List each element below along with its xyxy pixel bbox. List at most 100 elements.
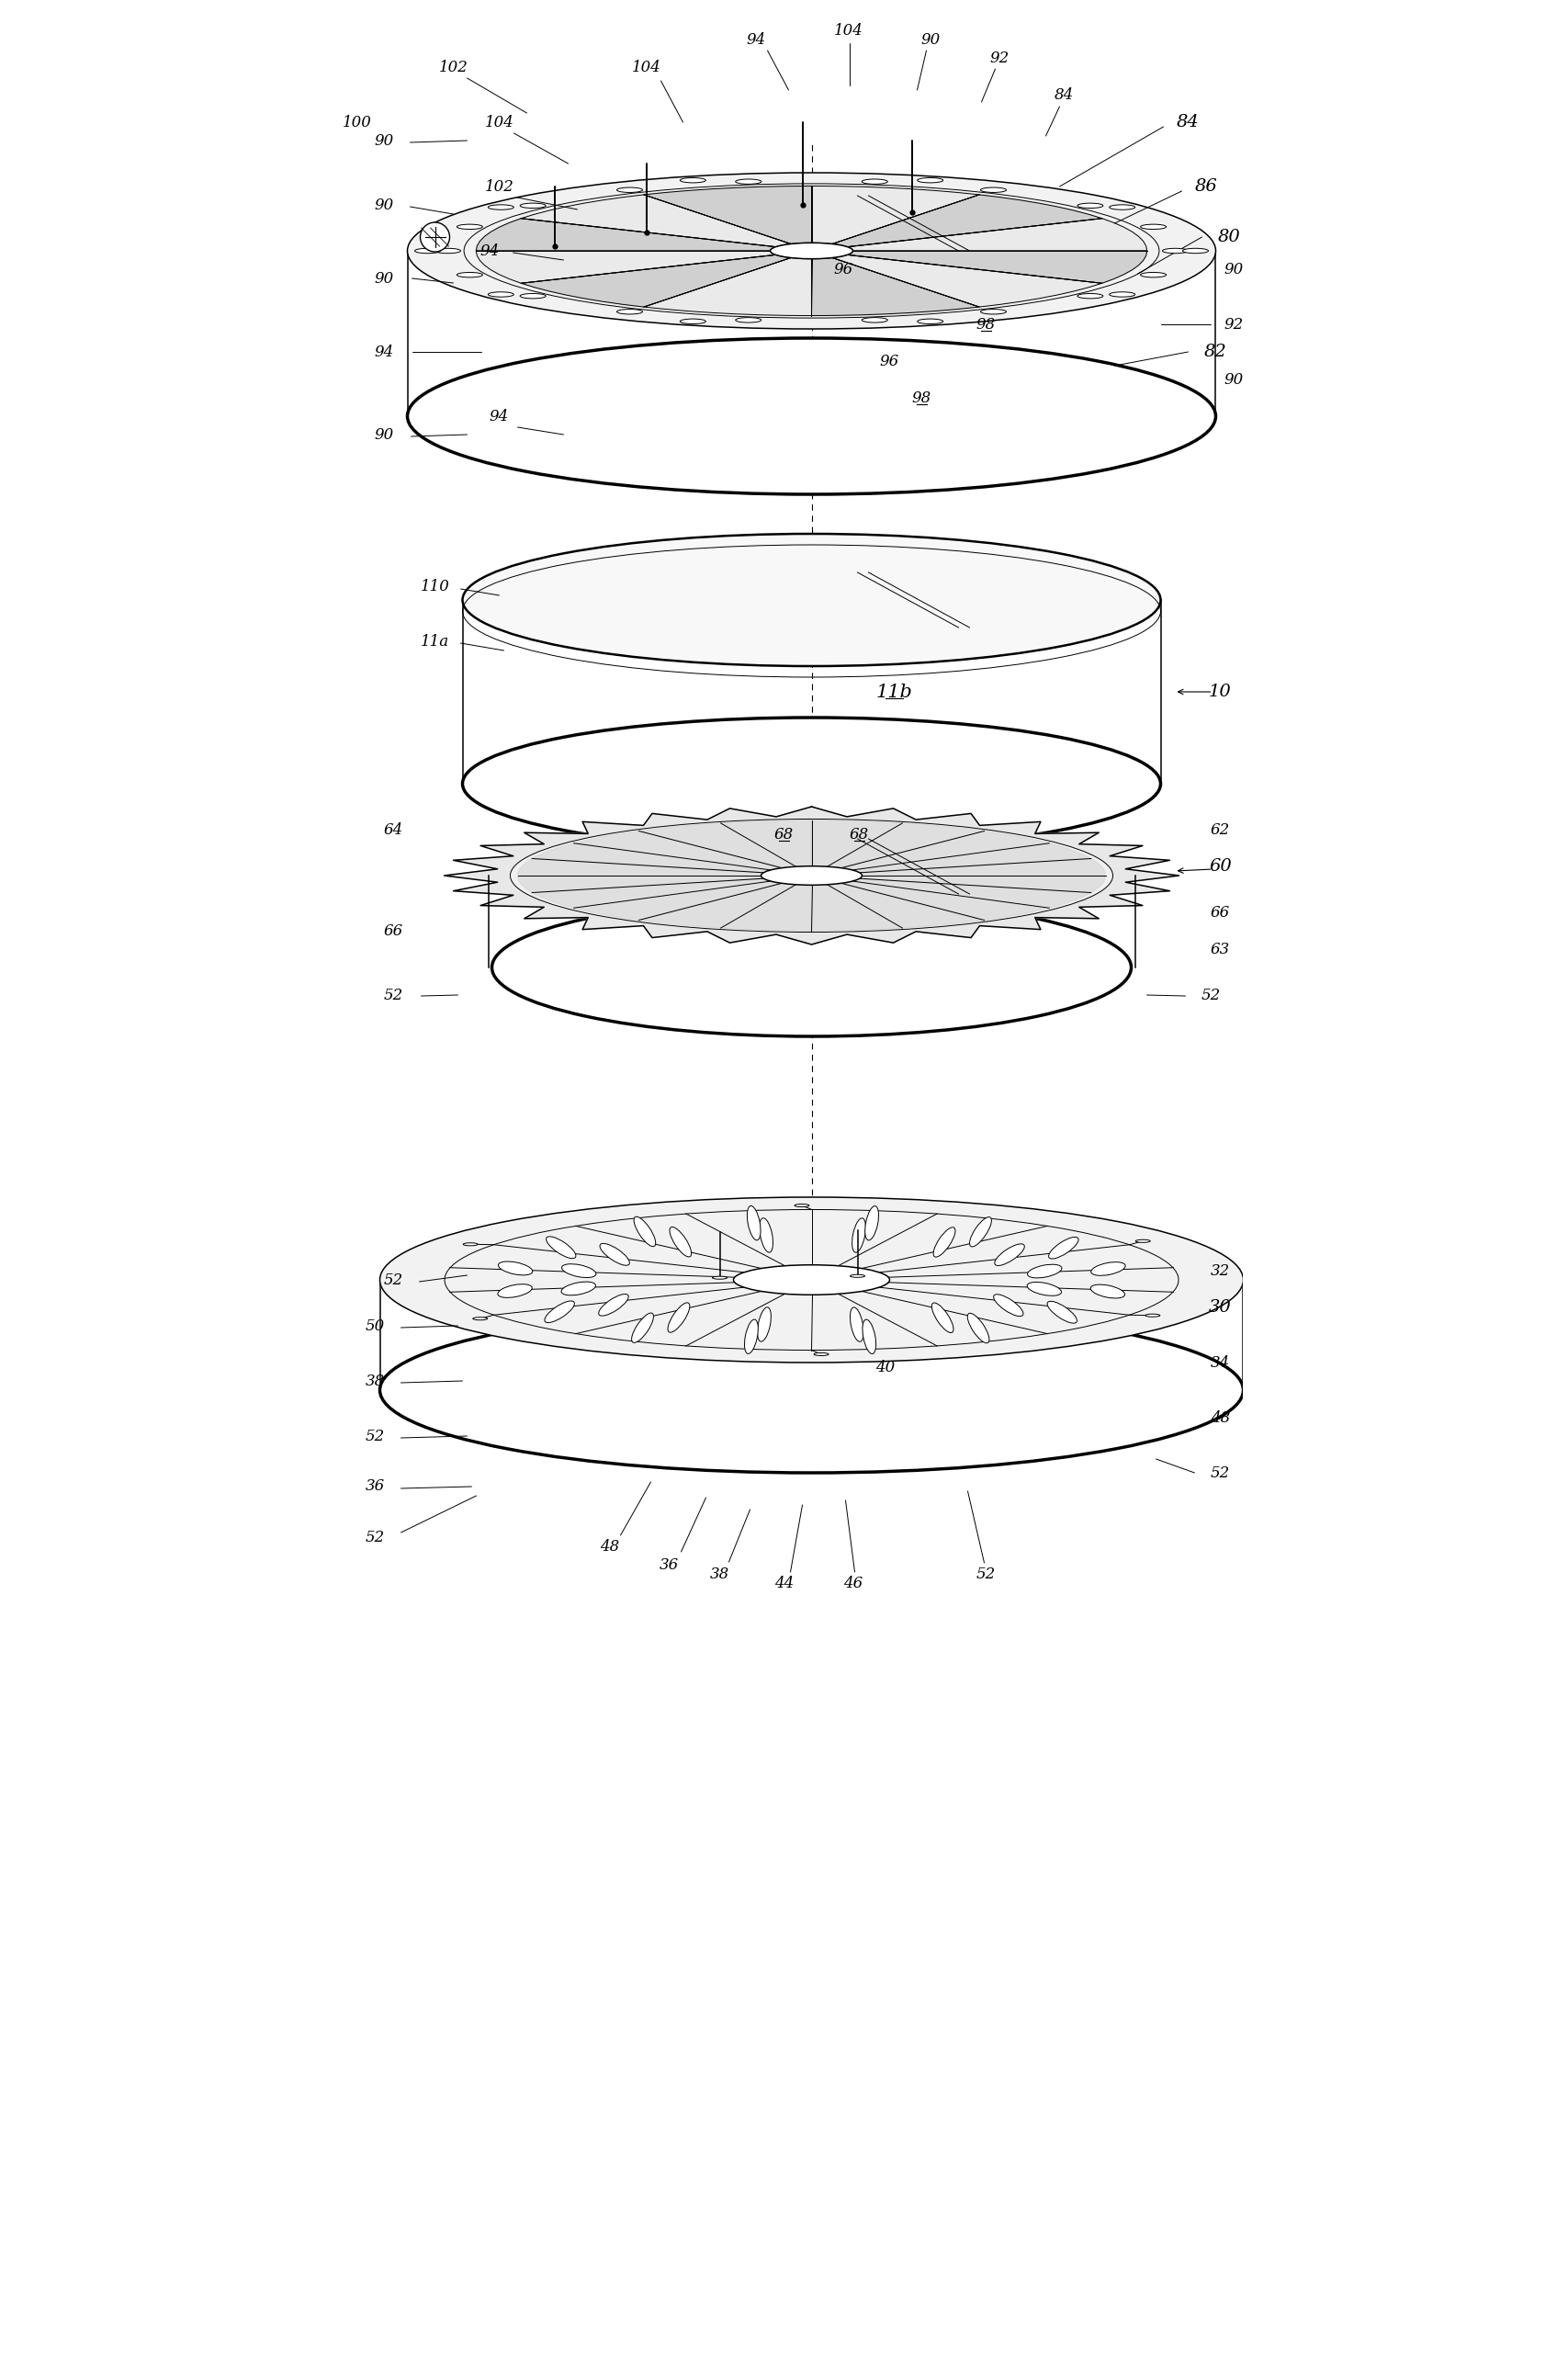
Text: 94: 94 xyxy=(480,243,500,258)
Ellipse shape xyxy=(1109,291,1135,298)
Ellipse shape xyxy=(474,1317,488,1319)
Text: 62: 62 xyxy=(1210,823,1229,837)
Text: 90: 90 xyxy=(922,31,941,47)
Text: 92: 92 xyxy=(1225,317,1243,331)
Text: 84: 84 xyxy=(1178,113,1200,130)
Ellipse shape xyxy=(980,187,1007,191)
Polygon shape xyxy=(477,217,776,251)
Ellipse shape xyxy=(1109,206,1135,210)
Ellipse shape xyxy=(488,291,514,298)
Text: 100: 100 xyxy=(342,113,372,130)
Text: 36: 36 xyxy=(365,1480,386,1494)
Text: 90: 90 xyxy=(1225,371,1243,388)
Text: 92: 92 xyxy=(989,50,1010,66)
Ellipse shape xyxy=(599,1293,629,1317)
Ellipse shape xyxy=(969,1217,991,1246)
Ellipse shape xyxy=(1049,1236,1079,1258)
Text: 94: 94 xyxy=(375,345,394,359)
Ellipse shape xyxy=(420,222,450,251)
Ellipse shape xyxy=(1140,272,1167,277)
Polygon shape xyxy=(847,251,1148,284)
Ellipse shape xyxy=(456,272,483,277)
Text: 34: 34 xyxy=(1210,1355,1229,1371)
Text: 52: 52 xyxy=(1201,988,1221,1002)
Text: 52: 52 xyxy=(365,1530,386,1546)
Text: 11a: 11a xyxy=(420,634,450,650)
Ellipse shape xyxy=(1047,1300,1077,1324)
Text: 30: 30 xyxy=(1209,1300,1232,1317)
Ellipse shape xyxy=(633,1217,655,1246)
Ellipse shape xyxy=(561,1265,596,1277)
Ellipse shape xyxy=(814,1352,828,1355)
Ellipse shape xyxy=(408,173,1215,329)
Text: 110: 110 xyxy=(420,579,450,593)
Text: 52: 52 xyxy=(365,1428,386,1444)
Ellipse shape xyxy=(379,1196,1243,1362)
Text: 94: 94 xyxy=(746,31,767,47)
Text: 10: 10 xyxy=(1209,683,1232,700)
Ellipse shape xyxy=(734,1265,889,1295)
Ellipse shape xyxy=(735,180,760,184)
Text: 98: 98 xyxy=(913,390,931,407)
Ellipse shape xyxy=(850,1274,866,1277)
Polygon shape xyxy=(477,251,776,284)
Ellipse shape xyxy=(497,1284,532,1298)
Text: 40: 40 xyxy=(875,1359,895,1376)
Ellipse shape xyxy=(456,225,483,229)
Polygon shape xyxy=(532,879,782,920)
Ellipse shape xyxy=(681,319,706,324)
Ellipse shape xyxy=(510,818,1113,931)
Ellipse shape xyxy=(668,1303,690,1333)
Ellipse shape xyxy=(1162,248,1189,253)
Ellipse shape xyxy=(670,1227,691,1258)
Ellipse shape xyxy=(1091,1284,1124,1298)
Polygon shape xyxy=(521,194,790,246)
Polygon shape xyxy=(532,832,782,872)
Ellipse shape xyxy=(463,534,1160,667)
Ellipse shape xyxy=(1182,248,1209,253)
Polygon shape xyxy=(444,806,1179,946)
Ellipse shape xyxy=(770,243,853,258)
Polygon shape xyxy=(812,884,985,931)
Text: 64: 64 xyxy=(384,823,403,837)
Text: 90: 90 xyxy=(375,196,394,213)
Text: 66: 66 xyxy=(384,922,403,939)
Ellipse shape xyxy=(745,1319,757,1355)
Polygon shape xyxy=(833,255,1102,307)
Text: 52: 52 xyxy=(384,1272,403,1288)
Text: 94: 94 xyxy=(489,409,510,423)
Text: 98: 98 xyxy=(977,317,996,331)
Text: 90: 90 xyxy=(375,132,394,149)
Ellipse shape xyxy=(1145,1314,1160,1317)
Ellipse shape xyxy=(866,1206,878,1241)
Ellipse shape xyxy=(379,1307,1243,1473)
Ellipse shape xyxy=(759,1217,773,1253)
Ellipse shape xyxy=(712,1277,728,1279)
Ellipse shape xyxy=(616,187,643,191)
Polygon shape xyxy=(847,217,1148,251)
Ellipse shape xyxy=(1077,293,1102,298)
Text: 102: 102 xyxy=(439,59,467,76)
Text: 48: 48 xyxy=(599,1539,619,1553)
Ellipse shape xyxy=(746,1206,760,1241)
Ellipse shape xyxy=(1140,225,1167,229)
Ellipse shape xyxy=(1077,203,1102,208)
Polygon shape xyxy=(842,879,1091,920)
Polygon shape xyxy=(638,820,812,868)
Text: 60: 60 xyxy=(1209,858,1232,875)
Ellipse shape xyxy=(546,1236,575,1258)
Polygon shape xyxy=(812,187,980,243)
Text: 104: 104 xyxy=(632,59,660,76)
Text: 46: 46 xyxy=(844,1574,862,1591)
Text: 86: 86 xyxy=(1195,177,1218,194)
Polygon shape xyxy=(644,258,812,317)
Ellipse shape xyxy=(521,203,546,208)
Ellipse shape xyxy=(760,865,862,884)
Text: 38: 38 xyxy=(710,1565,729,1582)
Ellipse shape xyxy=(1135,1239,1151,1243)
Ellipse shape xyxy=(862,180,887,184)
Polygon shape xyxy=(812,820,985,868)
Ellipse shape xyxy=(499,1262,533,1274)
Ellipse shape xyxy=(463,719,1160,851)
Text: 90: 90 xyxy=(375,428,394,442)
